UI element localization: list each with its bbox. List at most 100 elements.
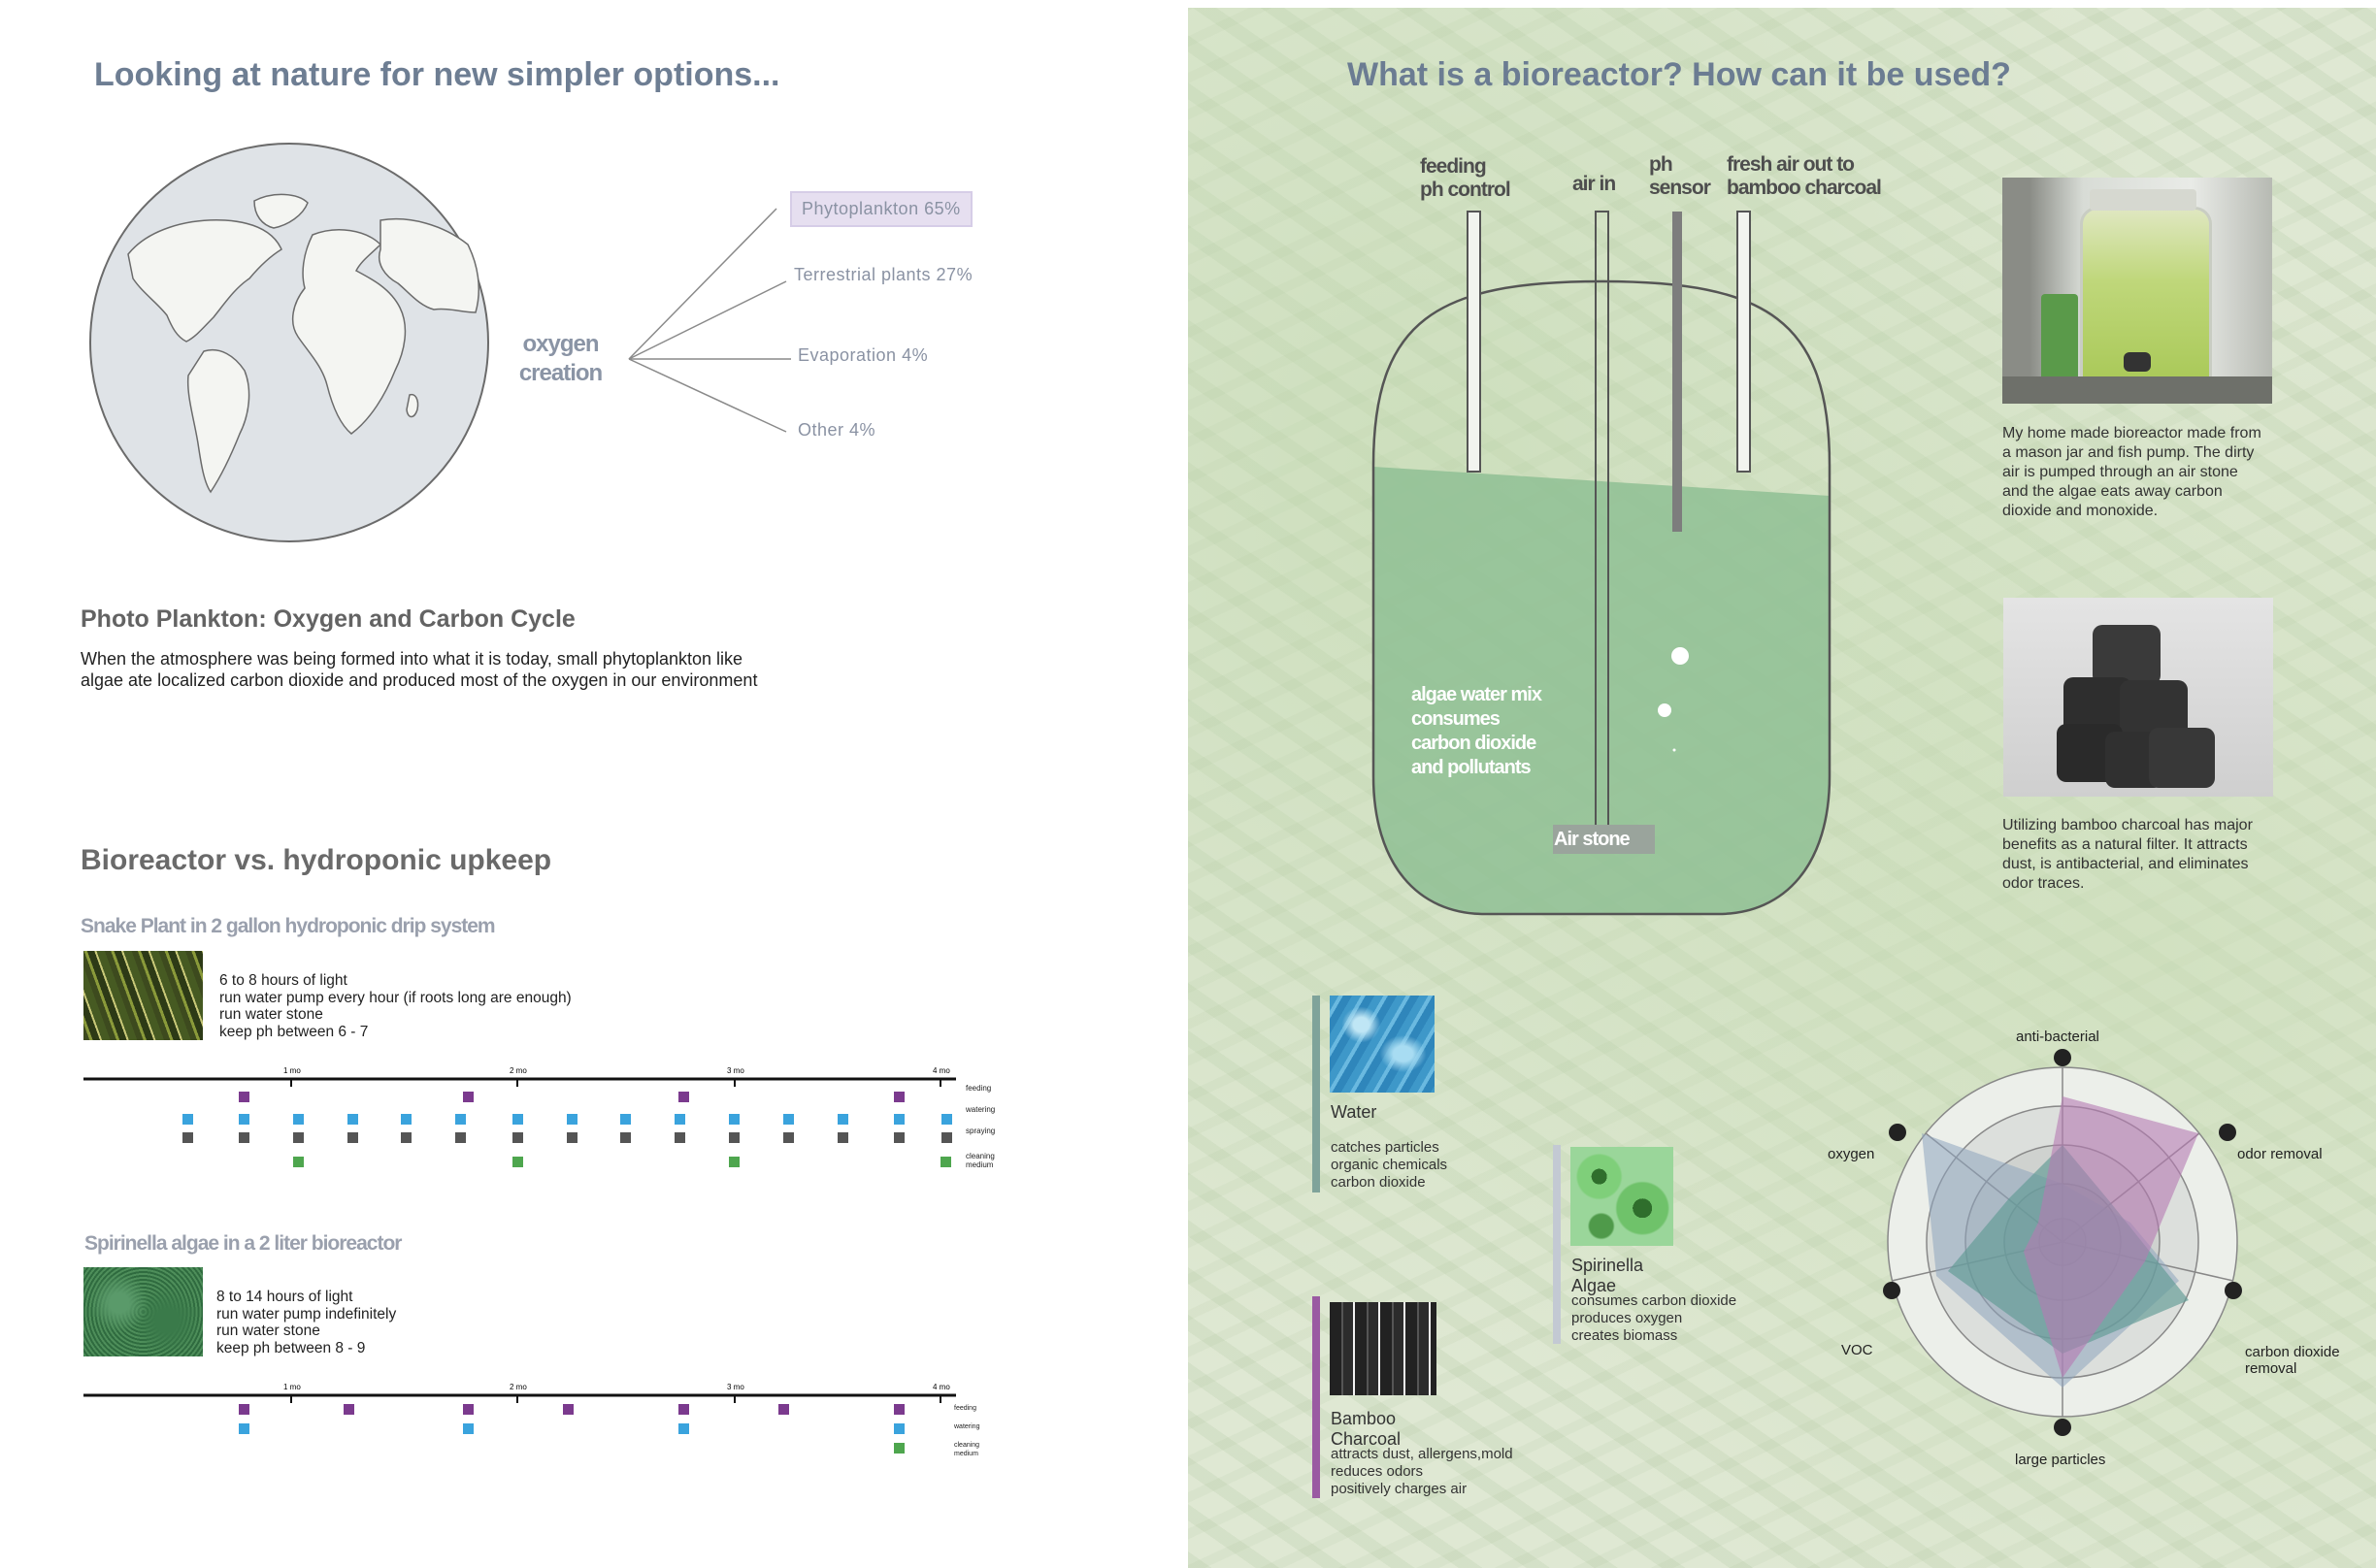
schedule-marker <box>783 1132 794 1143</box>
schedule-marker <box>894 1132 905 1143</box>
schedule-marker <box>347 1114 358 1125</box>
schedule-marker <box>838 1132 848 1143</box>
schedule-month-label: 1 mo <box>283 1066 301 1075</box>
snake-schedule-timeline: 1 mo 2 mo 3 mo 4 mo <box>83 1066 956 1167</box>
snake-details: 6 to 8 hours of light run water pump eve… <box>219 972 572 1040</box>
oxygen-fan-lines <box>628 208 791 433</box>
schedule-marker <box>455 1114 466 1125</box>
schedule-marker <box>678 1092 689 1102</box>
snake-schedule-legend: feeding watering spraying cleaning mediu… <box>966 1084 996 1169</box>
schedule-marker <box>293 1157 304 1167</box>
algae-schedule-timeline: 1 mo 2 mo 3 mo 4 mo <box>83 1383 956 1454</box>
schedule-marker <box>729 1157 740 1167</box>
schedule-month-label: 3 mo <box>727 1066 744 1075</box>
schedule-marker <box>463 1092 474 1102</box>
tube-label-feeding: feeding ph control <box>1420 155 1511 201</box>
spirinella-photo <box>1570 1147 1673 1246</box>
schedule-marker <box>838 1114 848 1125</box>
schedule-marker <box>894 1092 905 1102</box>
snake-plant-photo <box>83 951 203 1040</box>
schedule-month-label: 4 mo <box>933 1066 950 1075</box>
schedule-marker <box>620 1132 631 1143</box>
schedule-marker <box>941 1114 952 1125</box>
plankton-text: When the atmosphere was being formed int… <box>81 649 758 690</box>
schedule-month-label: 4 mo <box>933 1383 950 1391</box>
schedule-marker <box>293 1132 304 1143</box>
charcoal-caption: Utilizing bamboo charcoal has major bene… <box>2002 817 2253 892</box>
schedule-marker <box>729 1132 740 1143</box>
jar-caption: My home made bioreactor made from a maso… <box>2002 425 2261 519</box>
schedule-marker <box>455 1132 466 1143</box>
radar-label-anti-bacterial: anti-bacterial <box>2016 1029 2099 1045</box>
tube-label-fresh-air: fresh air out to bamboo charcoal <box>1727 153 1882 199</box>
schedule-month-label: 3 mo <box>727 1383 744 1391</box>
schedule-marker <box>463 1423 474 1434</box>
schedule-marker <box>567 1114 578 1125</box>
algae-details: 8 to 14 hours of light run water pump in… <box>216 1289 397 1356</box>
schedule-marker <box>239 1423 249 1434</box>
schedule-marker <box>729 1114 740 1125</box>
algae-title-card: Spirinella Algae <box>1571 1256 1644 1295</box>
schedule-marker <box>940 1157 951 1167</box>
globe-illustration <box>89 143 489 542</box>
charcoal-sticks-photo <box>1330 1302 1436 1395</box>
oxygen-source-evaporation: Evaporation 4% <box>798 345 929 365</box>
water-accent-bar <box>1312 996 1320 1192</box>
algae-accent-bar <box>1553 1145 1561 1344</box>
schedule-marker <box>563 1404 574 1415</box>
radar-chart <box>1883 1049 2242 1436</box>
right-title: What is a bioreactor? How can it be used… <box>1347 56 2011 93</box>
schedule-marker <box>512 1157 523 1167</box>
schedule-marker <box>512 1132 523 1143</box>
schedule-marker <box>941 1132 952 1143</box>
schedule-marker <box>463 1404 474 1415</box>
schedule-marker <box>675 1132 685 1143</box>
schedule-marker <box>894 1404 905 1415</box>
algae-lines: consumes carbon dioxide produces oxygen cr… <box>1571 1292 1737 1344</box>
schedule-marker <box>239 1114 249 1125</box>
schedule-marker <box>778 1404 789 1415</box>
oxygen-source-other: Other 4% <box>798 420 876 440</box>
schedule-marker <box>182 1132 193 1143</box>
schedule-marker <box>783 1114 794 1125</box>
plankton-heading: Photo Plankton: Oxygen and Carbon Cycle <box>81 605 576 633</box>
schedule-marker <box>401 1114 412 1125</box>
bamboo-charcoal-photo <box>2003 598 2273 797</box>
schedule-marker <box>620 1114 631 1125</box>
schedule-marker <box>894 1114 905 1125</box>
algae-schedule-legend: feeding watering cleaning medium <box>954 1405 980 1457</box>
schedule-month-label: 1 mo <box>283 1383 301 1391</box>
oxygen-source-phytoplankton: Phytoplankton 65% <box>790 191 973 227</box>
schedule-month-label: 2 mo <box>510 1383 527 1391</box>
radar-label-voc: VOC <box>1841 1342 1873 1358</box>
air-stone-label: Air stone <box>1554 829 1631 850</box>
mason-jar-photo <box>2002 178 2272 404</box>
radar-label-carbon-dioxide: carbon dioxide removal <box>2245 1344 2340 1377</box>
schedule-marker <box>567 1132 578 1143</box>
water-title: Water <box>1331 1102 1377 1122</box>
schedule-marker <box>347 1132 358 1143</box>
schedule-marker <box>344 1404 354 1415</box>
radar-label-odor-removal: odor removal <box>2237 1146 2323 1162</box>
charcoal-title: Bamboo Charcoal <box>1331 1409 1402 1449</box>
schedule-marker <box>182 1114 193 1125</box>
left-title: Looking at nature for new simpler option… <box>94 56 780 93</box>
charcoal-lines: attracts dust, allergens,mold reduces odo… <box>1331 1446 1513 1497</box>
upkeep-heading: Bioreactor vs. hydroponic upkeep <box>81 844 552 876</box>
bioreactor-diagram <box>1371 211 1832 916</box>
oxygen-source-terrestrial: Terrestrial plants 27% <box>794 265 974 284</box>
schedule-month-label: 2 mo <box>510 1066 527 1075</box>
schedule-marker <box>894 1443 905 1454</box>
schedule-marker <box>239 1092 249 1102</box>
schedule-marker <box>678 1404 689 1415</box>
tube-label-air-in: air in <box>1572 173 1616 195</box>
schedule-marker <box>678 1423 689 1434</box>
schedule-marker <box>894 1423 905 1434</box>
schedule-marker <box>293 1114 304 1125</box>
schedule-marker <box>239 1132 249 1143</box>
algae-powder-photo <box>83 1267 203 1356</box>
snake-title: Snake Plant in 2 gallon hydroponic drip … <box>81 915 496 937</box>
radar-label-oxygen: oxygen <box>1828 1146 1875 1162</box>
schedule-marker <box>675 1114 685 1125</box>
water-photo <box>1330 996 1435 1093</box>
